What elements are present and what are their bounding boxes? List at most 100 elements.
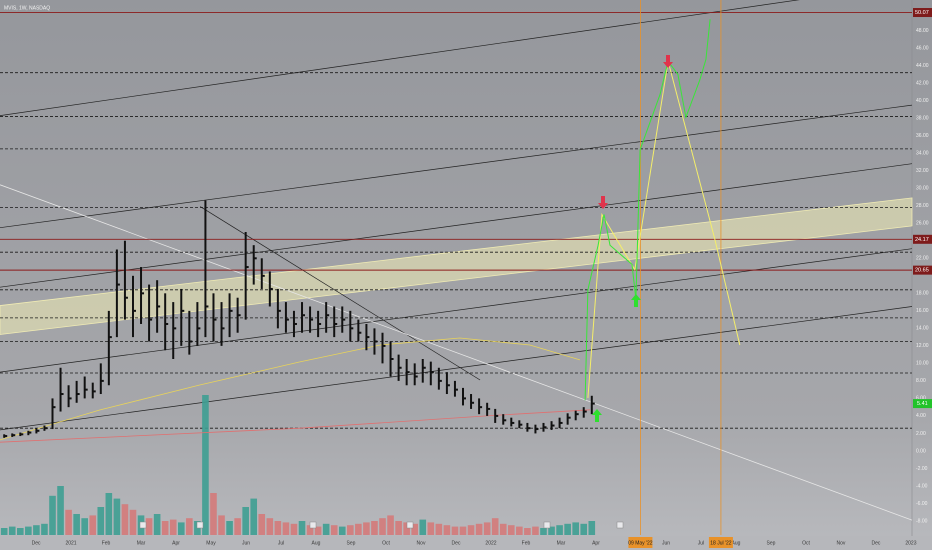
volume-bar xyxy=(580,523,588,535)
y-tick-label: 6.00 xyxy=(916,396,926,402)
volume-bar xyxy=(564,523,571,535)
volume-bar xyxy=(65,509,72,535)
x-tick-label: 2023 xyxy=(905,540,916,546)
volume-bar xyxy=(411,523,419,535)
y-tick-label: 48.00 xyxy=(916,28,929,34)
volume-bar xyxy=(250,498,258,535)
volume-bar xyxy=(129,509,137,535)
volume-bar xyxy=(41,523,48,535)
y-tick-label: 2.00 xyxy=(916,431,926,437)
last-price-label: 5.41 xyxy=(917,401,928,407)
sell-arrow xyxy=(598,196,608,209)
date-marker-box xyxy=(628,537,653,548)
diagonal-line xyxy=(0,184,913,521)
volume-bar xyxy=(177,522,185,535)
x-tick-label: Oct xyxy=(382,540,390,546)
event-icon xyxy=(196,521,204,529)
x-tick-label: Dec xyxy=(872,540,881,546)
volume-bar xyxy=(121,504,129,535)
volume-bar xyxy=(81,518,88,535)
buy-arrow xyxy=(631,294,641,307)
trendline xyxy=(0,306,913,431)
volume-bar xyxy=(73,514,80,535)
volume-bar xyxy=(491,518,499,535)
x-tick-label: Jul xyxy=(698,540,704,546)
x-tick-label: 2021 xyxy=(65,540,76,546)
level-label: 24.17 xyxy=(915,237,929,243)
volume-bar xyxy=(306,525,314,535)
moving-average xyxy=(0,409,591,443)
y-tick-label: 38.00 xyxy=(916,116,929,122)
y-tick-label: 30.00 xyxy=(916,186,929,192)
y-tick-label: 16.00 xyxy=(916,308,929,314)
volume-bar xyxy=(33,525,40,535)
y-tick-label: -6.00 xyxy=(916,501,928,507)
volume-bar xyxy=(499,523,507,535)
event-icon xyxy=(616,521,624,529)
volume-bar xyxy=(49,495,56,535)
volume-bar xyxy=(379,518,386,535)
y-tick-label: -8.00 xyxy=(916,518,928,524)
volume-bar xyxy=(532,526,539,535)
volume-bar xyxy=(572,522,579,535)
volume-bar xyxy=(483,522,491,535)
x-tick-label: Feb xyxy=(102,540,111,546)
y-tick-label: 44.00 xyxy=(916,63,929,69)
y-tick-label: 40.00 xyxy=(916,98,929,104)
level-label-box xyxy=(913,234,932,244)
y-tick-label: 34.00 xyxy=(916,151,929,157)
volume-bar xyxy=(516,526,523,535)
level-label-box xyxy=(913,8,932,18)
volume-bar xyxy=(25,526,32,535)
y-tick-label: 22.00 xyxy=(916,256,929,262)
volume-bar xyxy=(338,526,346,535)
x-tick-label: Aug xyxy=(732,540,741,546)
volume-bar xyxy=(282,522,290,535)
date-marker-label: 09 May '22 xyxy=(628,540,653,546)
date-marker-label: 18 Jul '22 xyxy=(710,540,731,546)
trendline xyxy=(0,0,800,116)
y-tick-label: 26.00 xyxy=(916,221,929,227)
volume-bar xyxy=(419,519,427,535)
x-tick-label: Sep xyxy=(767,540,776,546)
volume-bar xyxy=(210,493,217,535)
volume-bar xyxy=(322,523,330,535)
volume-bar xyxy=(548,526,555,535)
volume-bar xyxy=(89,515,97,535)
volume-bar xyxy=(451,526,459,535)
volume-bar xyxy=(355,523,362,535)
x-tick-label: Jul xyxy=(278,540,284,546)
x-tick-label: Sep xyxy=(347,540,356,546)
x-tick-label: 2022 xyxy=(485,540,496,546)
volume-bar xyxy=(105,493,113,535)
volume-bar xyxy=(258,514,266,535)
volume-bar xyxy=(524,528,531,535)
moving-average xyxy=(0,337,581,441)
volume-bar xyxy=(330,525,338,535)
x-axis-strip xyxy=(0,536,932,550)
y-tick-label: 0.00 xyxy=(916,448,926,454)
event-icon xyxy=(543,521,551,529)
volume-bar xyxy=(274,521,282,535)
chart-title: MVIS, 1W, NASDAQ xyxy=(4,5,50,11)
y-tick-label: 42.00 xyxy=(916,81,929,87)
volume-bar xyxy=(363,522,370,535)
x-tick-label: Dec xyxy=(32,540,41,546)
volume-bar xyxy=(314,526,322,535)
volume-bar xyxy=(540,528,547,535)
event-icon xyxy=(309,521,317,529)
trendline xyxy=(0,163,913,288)
volume-bar xyxy=(113,498,121,535)
volume-bar xyxy=(226,521,233,535)
y-tick-label: 12.00 xyxy=(916,343,929,349)
volume-bar xyxy=(347,525,354,535)
volume-bar xyxy=(427,522,435,535)
volume-bar xyxy=(556,525,563,535)
event-icon xyxy=(406,521,414,529)
volume-bar xyxy=(153,514,161,535)
volume-bar xyxy=(234,518,241,535)
volume-bar xyxy=(507,525,515,535)
volume-bar xyxy=(387,515,394,535)
x-tick-label: Apr xyxy=(592,540,600,546)
